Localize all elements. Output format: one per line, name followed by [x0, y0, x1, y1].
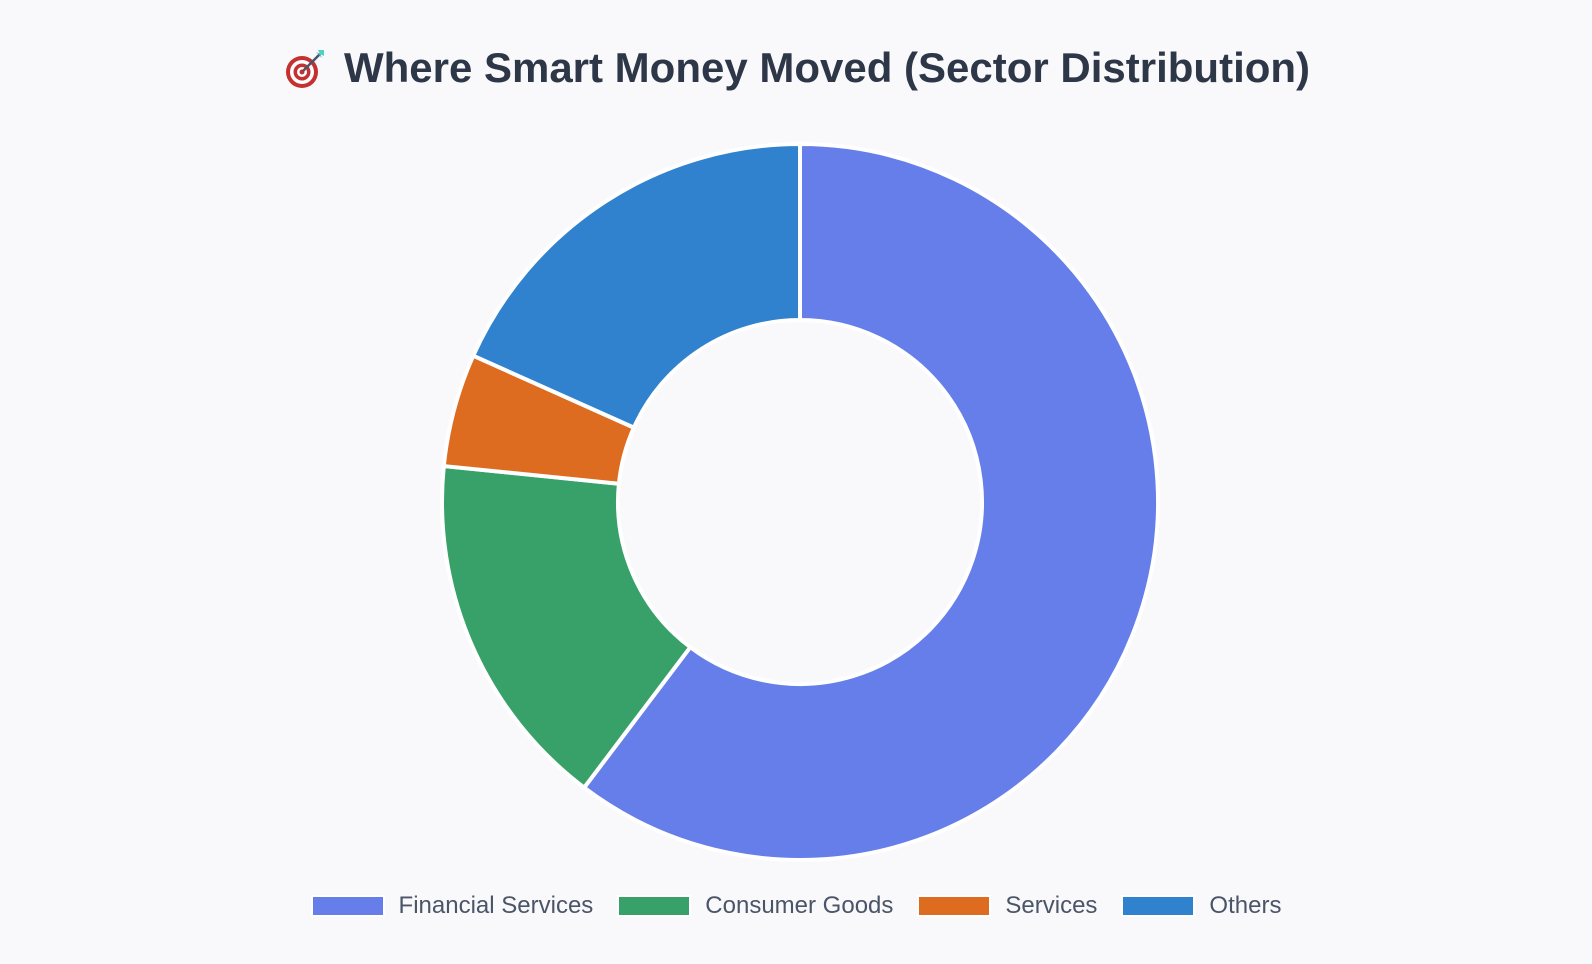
legend-swatch — [1121, 895, 1196, 917]
legend-item-financial-services[interactable]: Financial Services — [310, 892, 594, 920]
legend-label: Financial Services — [398, 892, 594, 919]
legend-swatch — [310, 895, 385, 917]
chart-title: Where Smart Money Moved (Sector Distribu… — [0, 38, 1592, 98]
donut-slice-financial-services[interactable] — [582, 142, 1160, 862]
chart-legend: Financial Services Consumer Goods Services… — [0, 892, 1592, 920]
dart-target-icon — [285, 50, 324, 88]
legend-swatch — [917, 895, 992, 917]
legend-label: Consumer Goods — [705, 892, 894, 919]
legend-swatch — [617, 895, 692, 917]
legend-item-consumer-goods[interactable]: Consumer Goods — [617, 892, 893, 920]
legend-item-others[interactable]: Others — [1121, 892, 1281, 920]
donut-slice-consumer-goods[interactable] — [440, 464, 693, 790]
legend-label: Services — [1005, 892, 1098, 919]
legend-label: Others — [1209, 892, 1282, 919]
chart-title-text: Where Smart Money Moved (Sector Distribu… — [343, 44, 1311, 91]
donut-slice-others[interactable] — [471, 142, 802, 430]
legend-item-services[interactable]: Services — [917, 892, 1097, 920]
